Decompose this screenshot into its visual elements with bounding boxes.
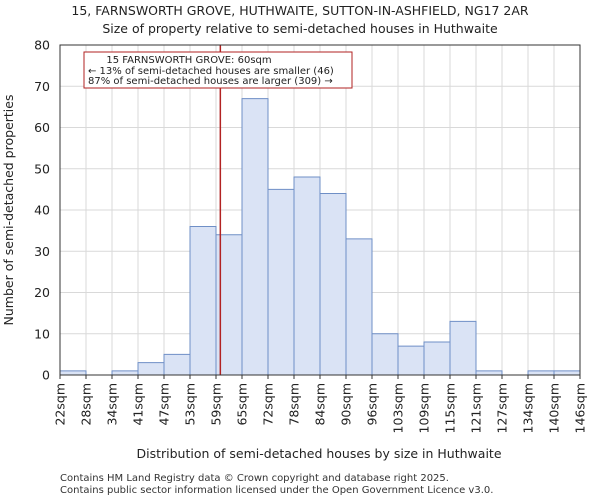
x-tick-label: 90sqm (339, 383, 354, 426)
annotation-smaller: ← 13% of semi-detached houses are smalle… (88, 66, 334, 77)
histogram-bar (319, 193, 347, 376)
histogram-bar (137, 362, 165, 376)
histogram-bar (59, 370, 87, 376)
histogram-bar (111, 370, 139, 376)
x-tick-label: 22sqm (53, 383, 68, 426)
y-tick-label: 50 (34, 161, 50, 176)
y-axis-label: Number of semi-detached properties (1, 95, 16, 326)
y-tick-label: 40 (34, 203, 50, 218)
histogram-bar (475, 370, 503, 376)
x-tick-label: 127sqm (495, 383, 510, 433)
x-tick-label: 140sqm (547, 383, 562, 433)
x-tick-label: 84sqm (313, 383, 328, 426)
footer-line-2: Contains public sector information licen… (60, 485, 494, 496)
x-tick-label: 53sqm (183, 383, 198, 426)
x-axis-label: Distribution of semi-detached houses by … (136, 446, 501, 461)
chart-title: 15, FARNSWORTH GROVE, HUTHWAITE, SUTTON-… (71, 3, 529, 18)
histogram-bar (293, 176, 321, 376)
footer-line-1: Contains HM Land Registry data © Crown c… (60, 473, 449, 484)
histogram-bar (553, 370, 581, 376)
x-tick-label: 28sqm (79, 383, 94, 426)
x-tick-label: 78sqm (287, 383, 302, 426)
x-tick-label: 96sqm (365, 383, 380, 426)
x-tick-label: 34sqm (105, 383, 120, 426)
annotation-box (83, 51, 353, 89)
x-tick-label: 65sqm (235, 383, 250, 426)
y-tick-label: 0 (42, 368, 50, 383)
x-tick-label: 115sqm (443, 383, 458, 433)
y-tick-label: 20 (34, 285, 50, 300)
x-tick-label: 72sqm (261, 383, 276, 426)
axes: 0 10 20 30 40 50 60 70 80 22sqm 28sqm 34sqm 41sqm 47s… (34, 38, 587, 434)
histogram-bar (267, 188, 295, 376)
histogram-bar (371, 333, 399, 376)
chart-subtitle: Size of property relative to semi-detach… (102, 21, 498, 36)
histogram-bar (345, 238, 373, 376)
x-tick-label: 59sqm (209, 383, 224, 426)
x-tick-label: 121sqm (469, 383, 484, 433)
x-tick-label: 41sqm (131, 383, 146, 426)
annotation-larger: 87% of semi-detached houses are larger (… (88, 76, 333, 87)
x-tick-label: 109sqm (417, 383, 432, 433)
histogram-bar (397, 345, 425, 376)
y-tick-label: 60 (34, 120, 50, 135)
histogram-bar (241, 98, 269, 376)
histogram-bar (527, 370, 555, 376)
y-tick-label: 10 (34, 326, 50, 341)
x-tick-label: 134sqm (521, 383, 536, 433)
annotation-title: 15 FARNSWORTH GROVE: 60sqm (106, 55, 271, 66)
histogram-bar (163, 353, 191, 376)
y-tick-label: 70 (34, 79, 50, 94)
x-tick-label: 47sqm (157, 383, 172, 426)
x-tick-label: 103sqm (391, 383, 406, 433)
histogram-bar (449, 320, 477, 376)
y-tick-label: 80 (34, 38, 50, 53)
x-tick-label: 146sqm (573, 383, 588, 433)
bars (59, 98, 581, 376)
y-tick-label: 30 (34, 244, 50, 259)
histogram-bar (189, 226, 217, 376)
histogram-bar (423, 341, 451, 376)
annotation: 15 FARNSWORTH GROVE: 60sqm← 13% of semi-… (83, 51, 353, 89)
